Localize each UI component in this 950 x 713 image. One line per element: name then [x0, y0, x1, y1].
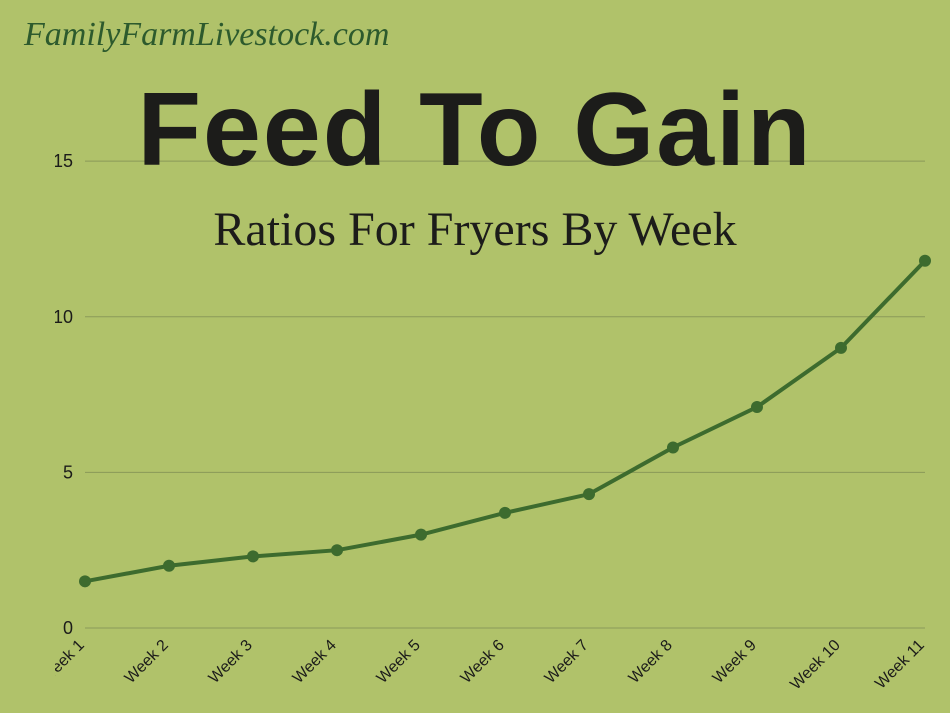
y-tick-label: 10 [55, 307, 73, 327]
x-tick-label: Week 7 [542, 637, 592, 687]
data-point [163, 560, 175, 572]
main-title: Feed To Gain [0, 78, 950, 182]
x-tick-label: Week 4 [290, 637, 340, 687]
data-point [835, 342, 847, 354]
x-tick-label: Week 10 [787, 637, 844, 688]
data-point [667, 441, 679, 453]
x-tick-label: Week 5 [374, 637, 424, 687]
y-tick-label: 5 [63, 462, 73, 482]
x-tick-label: Week 11 [872, 637, 928, 688]
site-watermark: FamilyFarmLivestock.com [24, 16, 389, 54]
sub-title: Ratios For Fryers By Week [0, 202, 950, 257]
x-tick-label: Week 1 [55, 637, 88, 687]
data-point [331, 544, 343, 556]
x-tick-label: Week 9 [710, 637, 760, 687]
series-line [85, 261, 925, 582]
data-point [583, 488, 595, 500]
x-tick-label: Week 2 [122, 637, 172, 687]
data-point [247, 550, 259, 562]
y-tick-label: 0 [63, 618, 73, 638]
x-tick-label: Week 3 [206, 637, 256, 687]
data-point [415, 529, 427, 541]
x-tick-label: Week 6 [458, 637, 508, 687]
x-tick-label: Week 8 [626, 637, 676, 687]
data-point [751, 401, 763, 413]
data-point [499, 507, 511, 519]
data-point [79, 575, 91, 587]
